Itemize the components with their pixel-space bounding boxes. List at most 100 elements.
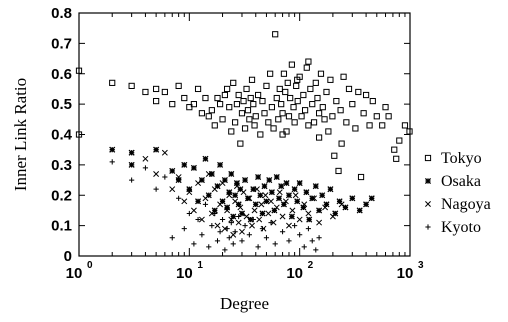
data-point-osaka (175, 177, 182, 184)
data-point-kyoto (222, 247, 228, 253)
data-point-tokyo (268, 104, 275, 111)
data-point-tokyo (263, 82, 270, 90)
data-point-nagoya (273, 204, 280, 211)
data-point-tokyo (325, 128, 332, 135)
data-point-tokyo (175, 82, 182, 90)
data-point-osaka (306, 216, 313, 223)
data-point-osaka (271, 207, 278, 214)
data-point-tokyo (329, 113, 336, 120)
data-point-tokyo (287, 94, 294, 102)
data-point-tokyo (294, 97, 301, 105)
data-point-tokyo (335, 167, 342, 175)
data-point-nagoya (205, 171, 212, 177)
series-osaka (109, 146, 375, 223)
data-point-nagoya (208, 210, 215, 217)
data-point-osaka (342, 204, 349, 211)
data-point-nagoya (256, 216, 263, 223)
data-point-kyoto (263, 235, 270, 241)
data-point-tokyo (337, 107, 344, 114)
data-point-tokyo (257, 131, 264, 138)
data-point-kyoto (232, 229, 238, 235)
legend-item-osaka: Osaka (424, 173, 481, 190)
x-tick-exponent: 1 (197, 260, 203, 271)
data-point-tokyo (288, 61, 295, 68)
data-point-kyoto (199, 232, 205, 238)
data-point-tokyo (169, 101, 176, 108)
legend-label: Nagoya (441, 196, 491, 213)
data-point-osaka (198, 177, 205, 184)
data-point-osaka (230, 213, 237, 220)
data-point-tokyo (261, 110, 268, 117)
y-tick-label: 0.7 (51, 35, 72, 52)
x-axis-ticks: 10 0 10 1 10 2 10 3 (66, 13, 424, 282)
data-point-osaka (244, 195, 252, 202)
y-tick-label: 0.8 (51, 5, 72, 22)
data-point-nagoya (311, 195, 318, 202)
data-point-kyoto (279, 229, 286, 235)
legend-label: Osaka (441, 173, 481, 190)
data-point-tokyo (366, 122, 373, 129)
data-point-kyoto (109, 159, 115, 165)
data-point-osaka (296, 180, 303, 187)
data-point-nagoya (268, 198, 274, 205)
data-point-tokyo (307, 85, 314, 93)
data-point-osaka (255, 173, 262, 181)
data-point-kyoto (176, 195, 182, 201)
data-point-osaka (235, 201, 242, 208)
data-points (75, 31, 413, 253)
data-point-tokyo (240, 97, 247, 105)
data-point-tokyo (153, 85, 160, 93)
data-point-kyoto (301, 244, 307, 250)
data-point-nagoya (202, 195, 209, 202)
data-point-tokyo (315, 134, 323, 141)
data-point-kyoto (181, 226, 187, 232)
data-point-nagoya (279, 213, 286, 220)
data-point-tokyo (265, 119, 272, 126)
data-point-tokyo (267, 70, 274, 77)
data-point-tokyo (284, 79, 291, 86)
data-point-kyoto (228, 219, 234, 226)
data-point-nagoya (240, 189, 247, 196)
data-point-osaka (349, 195, 356, 202)
data-point-nagoya (226, 192, 233, 199)
data-point-tokyo (291, 119, 298, 126)
data-point-nagoya (142, 155, 149, 162)
x-tick-base: 10 (286, 265, 303, 282)
data-point-tokyo (305, 122, 312, 129)
data-point-kyoto (305, 226, 312, 232)
data-point-nagoya (195, 180, 202, 187)
data-point-tokyo (279, 131, 286, 138)
data-point-osaka (280, 201, 287, 208)
data-point-tokyo (259, 97, 266, 105)
data-point-nagoya (296, 216, 303, 223)
data-point-osaka (288, 213, 295, 220)
legend-label: Tokyo (441, 150, 482, 167)
data-point-tokyo (247, 94, 254, 102)
data-point-osaka (205, 192, 212, 199)
data-point-tokyo (379, 122, 386, 129)
y-tick-label: 0 (64, 248, 72, 265)
data-point-osaka (190, 164, 197, 171)
data-point-tokyo (273, 94, 280, 102)
data-point-kyoto (212, 210, 218, 217)
data-point-nagoya (305, 210, 312, 217)
data-point-osaka (259, 210, 266, 217)
data-point-nagoya (258, 201, 265, 208)
data-point-kyoto (186, 210, 192, 217)
data-point-osaka (202, 155, 209, 162)
data-point-tokyo (301, 107, 309, 114)
y-tick-label: 0.5 (51, 96, 72, 113)
data-point-nagoya (224, 207, 231, 214)
series-tokyo (75, 31, 413, 181)
data-point-nagoya (292, 192, 299, 199)
data-point-osaka (221, 177, 228, 184)
data-point-kyoto (268, 219, 274, 226)
data-point-nagoya (276, 189, 283, 196)
data-point-osaka (233, 180, 240, 187)
data-point-osaka (237, 186, 244, 193)
data-point-osaka (252, 201, 259, 208)
data-point-tokyo (357, 173, 365, 181)
data-point-osaka (226, 189, 233, 196)
data-point-kyoto (255, 244, 261, 250)
data-point-osaka (186, 186, 193, 193)
